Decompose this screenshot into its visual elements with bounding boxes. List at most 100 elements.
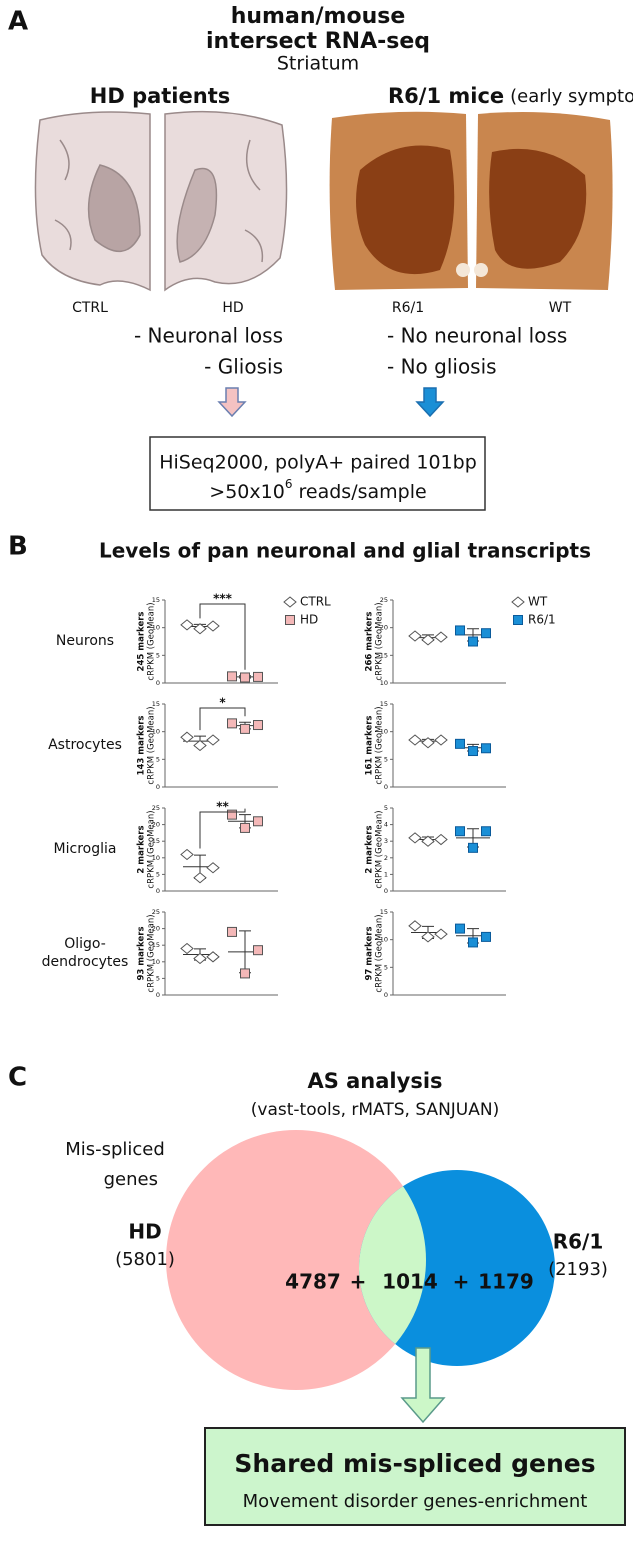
y-label: 161 markers: [365, 716, 375, 776]
y-label: 2 markers: [365, 825, 375, 873]
panel-title: Levels of pan neuronal and glial transcr…: [99, 539, 591, 563]
point: [240, 723, 250, 734]
y-tick-label: 10: [152, 624, 160, 632]
y-tick-label: 5: [156, 974, 160, 982]
result-box: [204, 1427, 626, 1526]
y-tick-label: 0: [384, 887, 388, 895]
mouse-title: R6/1 mice (early symptoms): [388, 84, 633, 108]
point: [180, 619, 194, 631]
point: [434, 833, 448, 846]
y-tick-label: 2: [384, 854, 388, 862]
y-tick-label: 10: [380, 936, 388, 944]
superscript: 6: [285, 477, 293, 491]
y-tick-label: 25: [380, 596, 388, 604]
y-tick-label: 0: [384, 991, 388, 999]
point: [481, 743, 491, 754]
human-title: HD patients: [90, 84, 231, 108]
y-label: 2 markers: [137, 825, 147, 873]
y-tick-label: 0: [156, 783, 160, 791]
y-label: 266 markers: [365, 612, 375, 672]
count-sep: +: [453, 1270, 470, 1294]
significance-bracket: [199, 707, 246, 731]
point: [455, 625, 465, 636]
significance-bracket: [199, 808, 246, 849]
significance-bracket: [199, 603, 246, 670]
point: [468, 746, 478, 757]
point: [434, 734, 448, 746]
y-tick-label: 0: [156, 991, 160, 999]
point: [481, 628, 491, 639]
y-tick-label: 25: [152, 908, 160, 916]
point: [253, 671, 263, 682]
y-label: cRPKM (GeoMean): [375, 810, 385, 888]
mouse-title-main: R6/1 mice: [388, 84, 504, 108]
legend-label: CTRL: [300, 595, 331, 609]
title: human/mouse: [231, 4, 406, 29]
count: 4787: [285, 1270, 341, 1294]
point: [227, 718, 237, 729]
y-label: cRPKM (GeoMean): [147, 706, 157, 784]
mouse-note: (early symptoms): [510, 86, 633, 107]
y-tick-label: 20: [152, 925, 160, 933]
y-tick-label: 15: [152, 837, 160, 845]
arrow: [400, 1347, 446, 1424]
legend-label: WT: [528, 595, 548, 609]
y-tick-label: 0: [156, 679, 160, 687]
y-tick-label: 4: [384, 821, 388, 829]
y-tick-label: 15: [380, 700, 388, 708]
point: [421, 634, 435, 646]
y-tick-label: 10: [152, 728, 160, 736]
point: [240, 968, 250, 979]
legend-marker: [513, 615, 523, 625]
image-label: R6/1: [392, 300, 424, 316]
legend-label: HD: [300, 613, 318, 627]
count: 1014: [382, 1270, 438, 1294]
point: [227, 809, 237, 820]
point: [421, 835, 435, 847]
legend-marker: [283, 596, 297, 608]
set-total: (5801): [115, 1249, 175, 1270]
y-tick-label: 5: [156, 651, 160, 659]
point: [468, 636, 478, 647]
y-tick-label: 10: [380, 679, 388, 687]
image-label: CTRL: [72, 300, 108, 316]
point: [421, 931, 435, 943]
y-tick-label: 5: [384, 804, 388, 812]
y-tick-label: 15: [152, 700, 160, 708]
panel-letter: A: [8, 7, 28, 37]
image-label: WT: [549, 300, 572, 316]
point: [408, 630, 422, 642]
point: [421, 737, 435, 749]
y-tick-label: 0: [384, 783, 388, 791]
result-title: Shared mis-spliced genes: [234, 1449, 595, 1478]
legend-marker: [511, 596, 525, 608]
y-tick-label: 10: [152, 958, 160, 966]
point: [434, 631, 448, 643]
y-label: 143 markers: [137, 716, 147, 776]
point: [481, 931, 491, 942]
y-tick-label: 5: [384, 755, 388, 763]
y-label: 97 markers: [365, 926, 375, 980]
venn-label: genes: [104, 1169, 158, 1190]
point: [455, 738, 465, 749]
y-tick-label: 10: [152, 854, 160, 862]
y-tick-label: 5: [156, 870, 160, 878]
y-label: 245 markers: [137, 612, 147, 672]
point: [193, 739, 207, 752]
point: [180, 731, 194, 743]
panel-letter: B: [8, 532, 28, 562]
subtitle: Striatum: [277, 53, 359, 75]
point: [455, 826, 465, 837]
row-label: Microglia: [54, 841, 117, 857]
row-label: Neurons: [56, 633, 114, 649]
y-label: cRPKM (GeoMean): [375, 914, 385, 992]
point: [253, 720, 263, 731]
y-tick-label: 15: [152, 941, 160, 949]
finding: - No gliosis: [387, 355, 497, 379]
result-note: Movement disorder genes-enrichment: [243, 1491, 588, 1512]
finding: - Neuronal loss: [134, 324, 283, 348]
sequencing-box: [149, 436, 486, 511]
point: [206, 862, 220, 874]
box-text-part: >50x10: [209, 481, 285, 503]
